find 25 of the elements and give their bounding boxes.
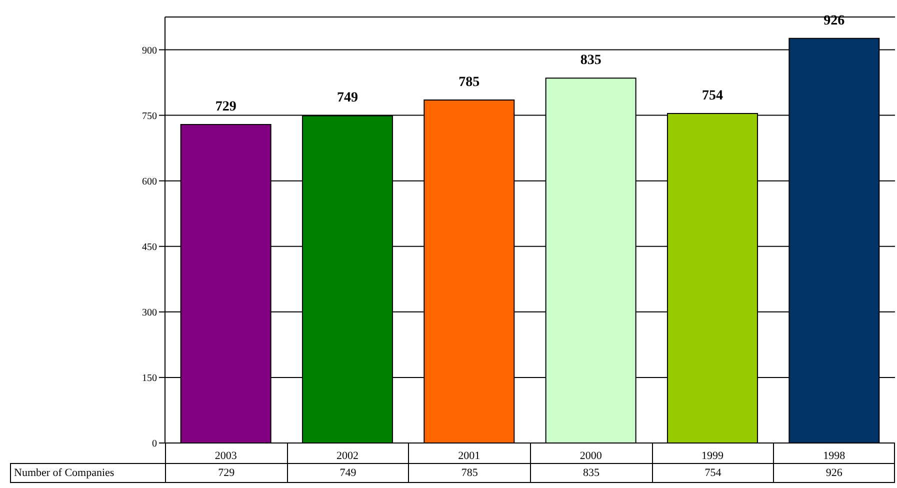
- y-tick-label: 150: [142, 373, 157, 384]
- legend-label: Number of Companies: [10, 463, 165, 483]
- x-tick-label: 2002: [336, 450, 358, 462]
- x-tick-label: 1999: [702, 450, 724, 462]
- data-label: 754: [652, 463, 774, 483]
- annotation: 754: [702, 88, 723, 104]
- data-label: 926: [773, 463, 895, 483]
- x-tick-label: 2001: [458, 450, 480, 462]
- y-tick-label: 300: [142, 307, 157, 318]
- data-label: 835: [530, 463, 652, 483]
- annotation: 729: [215, 99, 236, 114]
- y-tick-label: 900: [142, 45, 157, 56]
- y-tick-label: 600: [142, 176, 157, 188]
- y-tick-label: 450: [142, 242, 157, 253]
- data-label: 729: [165, 463, 287, 483]
- annotation: 835: [580, 53, 602, 68]
- y-tick-label: 0: [152, 438, 157, 450]
- data-label: 749: [286, 463, 408, 483]
- annotation: 785: [458, 75, 480, 90]
- x-tick-label: 1998: [823, 450, 846, 462]
- y-tick-label: 750: [142, 110, 157, 122]
- x-tick-label: 2000: [580, 450, 602, 462]
- annotation: 749: [336, 90, 358, 106]
- data-label: 785: [408, 463, 530, 483]
- x-tick-label: 2003: [214, 450, 238, 462]
